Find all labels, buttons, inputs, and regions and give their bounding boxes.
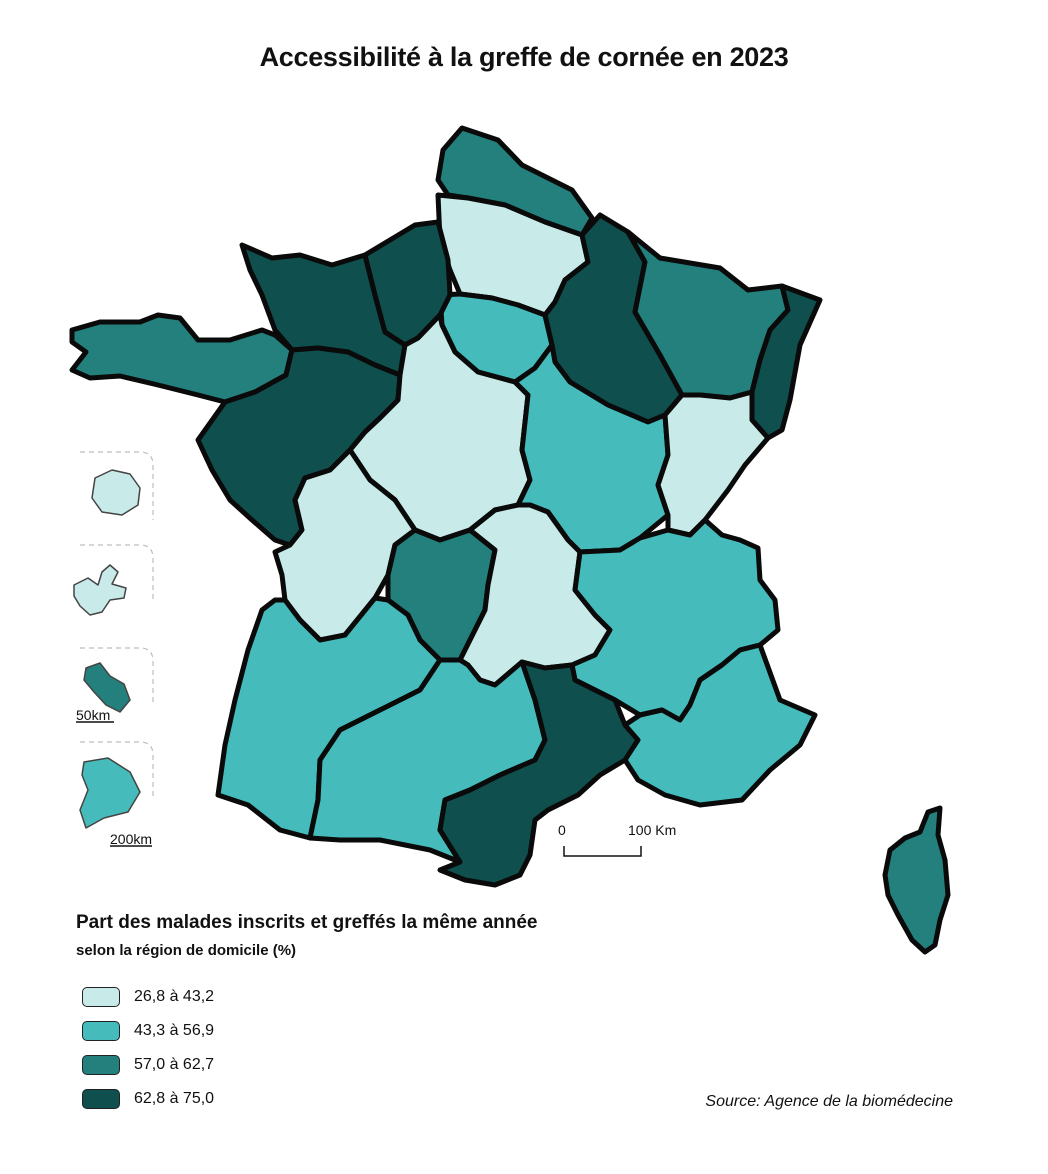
region-normandie-east [362, 219, 453, 348]
region-franche-comte [655, 389, 771, 538]
scale-label-martinique: 50km [76, 707, 110, 723]
scale-end-label: 100 Km [628, 822, 676, 838]
legend-item: 43,3 à 56,9 [82, 1014, 214, 1048]
legend-title: Part des malades inscrits et greffés la … [76, 912, 538, 933]
region-bourgogne [512, 342, 671, 555]
legend-item: 26,8 à 43,2 [82, 980, 214, 1014]
region-paca [612, 642, 818, 808]
legend-item: 57,0 à 62,7 [82, 1048, 214, 1082]
source-note: Source: Agence de la biomédecine [705, 1093, 953, 1110]
legend-label: 26,8 à 43,2 [134, 988, 215, 1005]
region-languedoc [437, 659, 641, 888]
scale-start-label: 0 [558, 822, 566, 838]
legend-label: 57,0 à 62,7 [134, 1056, 215, 1073]
legend-swatch [82, 1021, 120, 1041]
legend-label: 62,8 à 75,0 [134, 1090, 215, 1107]
region-corse [882, 805, 951, 955]
legend-swatch [82, 987, 120, 1007]
inset-la-reunion [91, 469, 141, 516]
scale-label-guyane: 200km [110, 831, 152, 847]
inset-guyane [79, 757, 141, 829]
legend-swatch [82, 1055, 120, 1075]
scale-bar: 0 100 Km [558, 822, 676, 857]
legend-label: 43,3 à 56,9 [134, 1022, 215, 1039]
legend: 26,8 à 43,2 43,3 à 56,9 57,0 à 62,7 62,8… [82, 980, 214, 1116]
legend-swatch [82, 1089, 120, 1109]
legend-item: 62,8 à 75,0 [82, 1082, 214, 1116]
map-title: Accessibilité à la greffe de cornée en 2… [259, 42, 789, 72]
inset-guadeloupe [73, 564, 127, 616]
legend-subtitle: selon la région de domicile (%) [76, 942, 297, 959]
inset-martinique [83, 662, 131, 713]
